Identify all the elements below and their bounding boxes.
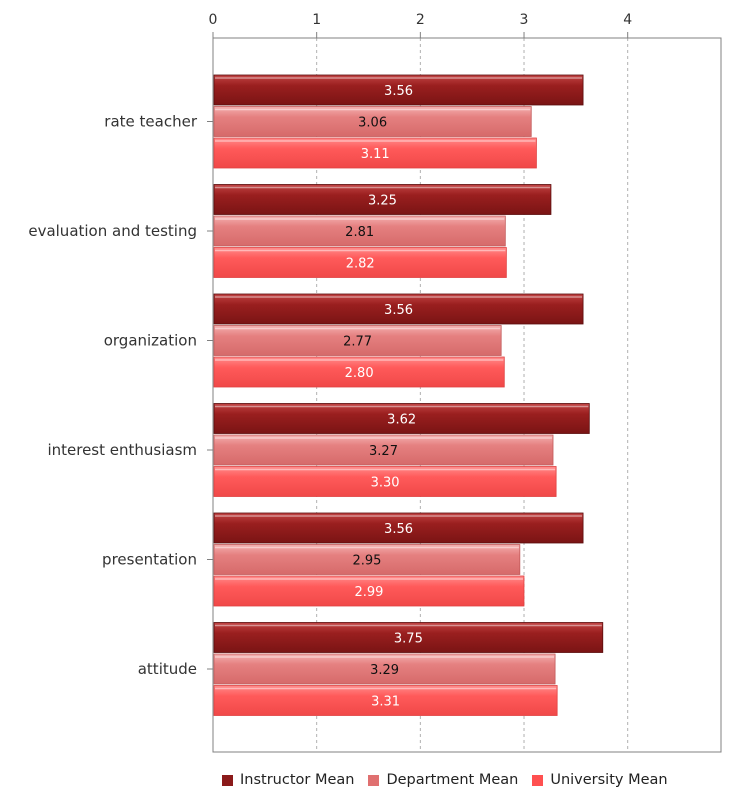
bar-value-label: 2.99	[355, 585, 384, 600]
bar-value-label: 2.95	[352, 554, 381, 569]
bar-department-mean	[213, 544, 521, 575]
bar-instructor-mean	[213, 184, 552, 215]
x-tick-label: 1	[312, 12, 321, 28]
legend-swatch	[368, 774, 380, 786]
bar-instructor-mean	[213, 74, 584, 106]
bar-value-label: 3.56	[384, 303, 413, 318]
bar-value-label: 3.25	[368, 194, 397, 209]
y-axis: rate teacher evaluation and testing organi…	[28, 113, 213, 678]
category-label: presentation	[102, 551, 197, 569]
bar-value-label: 3.56	[384, 84, 413, 99]
bar-value-label: 3.27	[369, 444, 398, 459]
legend: Instructor Mean Department Mean University…	[222, 772, 668, 788]
bar-instructor-mean	[213, 512, 584, 544]
legend-item: Instructor Mean	[222, 772, 354, 788]
bar-instructor-mean	[213, 403, 590, 434]
bar-value-label: 3.11	[361, 147, 390, 162]
bar-value-label: 2.81	[345, 225, 374, 240]
legend-label: Department Mean	[386, 772, 519, 788]
x-tick-label: 4	[623, 12, 632, 28]
bar-university-mean	[213, 466, 557, 497]
bar-value-label: 2.80	[345, 366, 374, 381]
legend-label: University Mean	[550, 772, 668, 788]
legend-swatch	[222, 774, 233, 786]
legend-swatch	[532, 774, 544, 786]
bar-university-mean	[213, 575, 525, 607]
bar-value-label: 3.56	[384, 522, 413, 537]
category-label: rate teacher	[104, 113, 198, 131]
category-label: attitude	[138, 660, 197, 678]
bar-value-label: 2.77	[343, 335, 372, 350]
x-tick-label: 0	[209, 12, 218, 28]
bars: 3.56 3.06 3.11 3.25 2.81 2.82 3.56 2.77 2.80 3.62…	[213, 74, 604, 716]
bar-department-mean	[213, 653, 556, 685]
bar-value-label: 3.30	[371, 476, 400, 491]
bar-value-label: 3.62	[387, 413, 416, 428]
bar-university-mean	[213, 247, 507, 278]
bar-university-mean	[213, 356, 505, 388]
legend-label: Instructor Mean	[240, 772, 355, 788]
x-tick-label: 2	[416, 12, 425, 28]
legend-item: University Mean	[532, 772, 668, 788]
category-label: evaluation and testing	[28, 222, 197, 240]
bar-value-label: 3.75	[394, 632, 423, 647]
bar-instructor-mean	[213, 293, 584, 325]
bar-department-mean	[213, 434, 554, 466]
category-label: interest enthusiasm	[47, 441, 197, 459]
legend-item: Department Mean	[368, 772, 518, 788]
bar-department-mean	[213, 106, 532, 137]
bar-instructor-mean	[213, 622, 604, 653]
bar-department-mean	[213, 325, 502, 356]
bar-value-label: 2.82	[346, 257, 375, 272]
x-axis: 0 1 2 3 4	[209, 12, 721, 39]
bar-value-label: 3.06	[358, 116, 387, 131]
bar-value-label: 3.31	[371, 695, 400, 710]
bar-university-mean	[213, 137, 537, 169]
bar-value-label: 3.29	[370, 663, 399, 678]
x-tick-label: 3	[520, 12, 529, 28]
bar-department-mean	[213, 215, 506, 247]
category-label: organization	[104, 332, 197, 350]
bar-university-mean	[213, 685, 558, 716]
